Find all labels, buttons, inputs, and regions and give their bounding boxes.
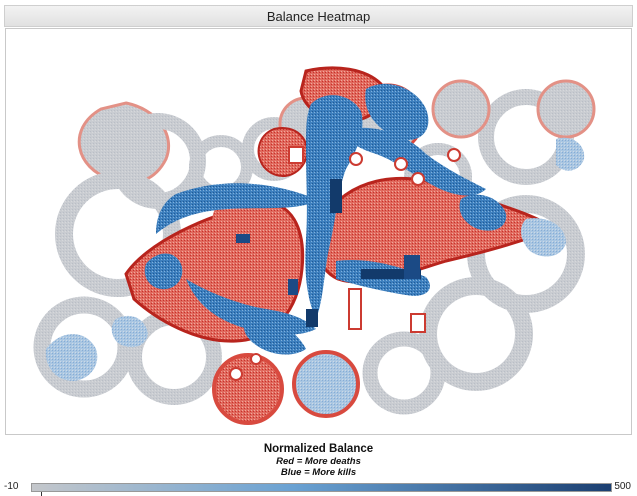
colorbar-max-label: 500: [614, 481, 631, 492]
heatmap-dark-blue-spots: [236, 179, 421, 327]
legend-red-note: Red = More deaths: [276, 456, 361, 467]
colorbar-row: -10 500: [0, 480, 637, 496]
tick-icon: [41, 492, 42, 496]
heatmap-map: [33, 66, 596, 425]
colorbar: [31, 483, 612, 492]
legend-title: Normalized Balance: [263, 443, 374, 455]
window-title: Balance Heatmap: [4, 5, 633, 27]
heatmap-wall-gaps: [229, 146, 461, 381]
heatmap-plot-area[interactable]: [5, 28, 632, 435]
heatmap-blue-corridors: [45, 83, 585, 381]
colorbar-legend: Normalized Balance Red = More deaths Blu…: [0, 443, 637, 478]
legend-blue-note: Blue = More kills: [280, 467, 357, 478]
colorbar-min-label: -10: [4, 481, 19, 492]
